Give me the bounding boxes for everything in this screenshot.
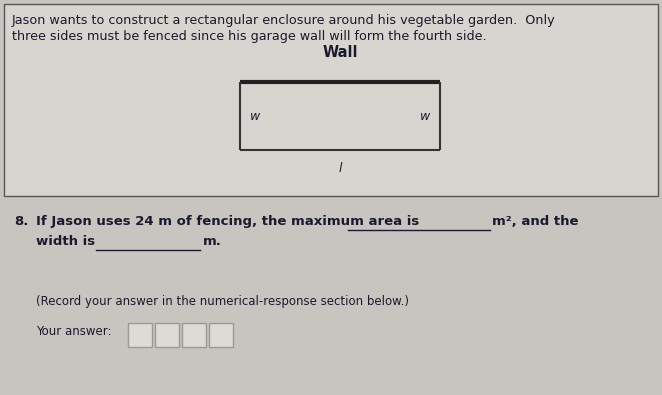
Text: width is: width is: [36, 235, 95, 248]
Bar: [209, 323, 233, 347]
Text: m.: m.: [203, 235, 222, 248]
Text: w: w: [420, 109, 430, 122]
Text: 8.: 8.: [14, 215, 28, 228]
Text: (Record your answer in the numerical-response section below.): (Record your answer in the numerical-res…: [36, 295, 409, 308]
Text: If Jason uses 24 m of fencing, the maximum area is: If Jason uses 24 m of fencing, the maxim…: [36, 215, 419, 228]
Text: l: l: [338, 162, 342, 175]
Text: m², and the: m², and the: [492, 215, 579, 228]
Text: Your answer:: Your answer:: [36, 325, 111, 338]
Bar: [155, 323, 179, 347]
Text: w: w: [250, 109, 260, 122]
Bar: [182, 323, 206, 347]
Bar: [128, 323, 152, 347]
Text: Wall: Wall: [322, 45, 357, 60]
Text: Jason wants to construct a rectangular enclosure around his vegetable garden.  O: Jason wants to construct a rectangular e…: [12, 14, 555, 27]
Bar: [4, 4, 658, 196]
Text: three sides must be fenced since his garage wall will form the fourth side.: three sides must be fenced since his gar…: [12, 30, 487, 43]
